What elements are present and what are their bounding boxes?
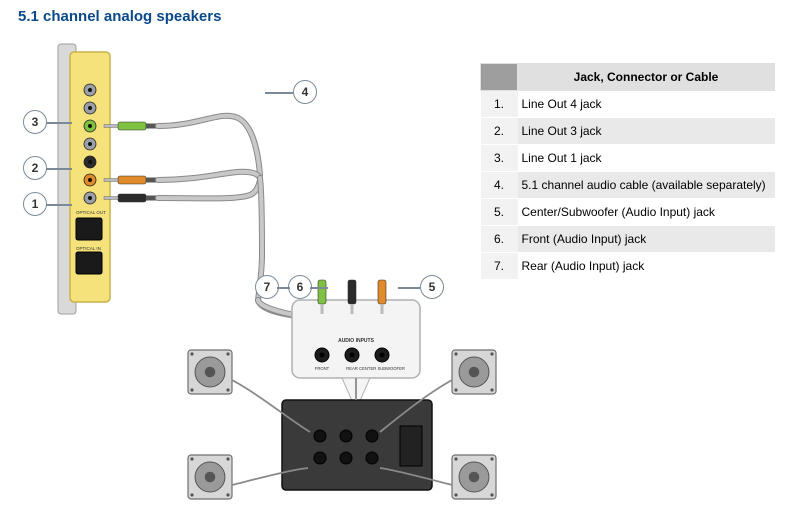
legend-row-text: Line Out 3 jack [518,118,775,145]
legend-row-num: 1. [481,91,518,118]
callout-line [398,287,420,289]
callout-line [46,122,72,124]
callout-line [46,168,72,170]
callout-7: 7 [255,275,279,299]
svg-text:AUDIO INPUTS: AUDIO INPUTS [338,338,375,344]
legend-row: 4.5.1 channel audio cable (available sep… [481,172,775,199]
legend-row: 5.Center/Subwoofer (Audio Input) jack [481,199,775,226]
callout-6: 6 [288,275,312,299]
legend-body: 1.Line Out 4 jack2.Line Out 3 jack3.Line… [481,91,775,280]
callout-4: 4 [293,80,317,104]
legend-row-num: 7. [481,253,518,280]
legend-row-text: Line Out 1 jack [518,145,775,172]
svg-text:CENTER SUBWOOFER: CENTER SUBWOOFER [359,366,405,371]
legend-header-num [481,64,518,91]
callout-5: 5 [420,275,444,299]
callout-1: 1 [23,192,47,216]
svg-text:REAR: REAR [346,366,358,371]
legend-row-text: Rear (Audio Input) jack [518,253,775,280]
legend-row-text: Front (Audio Input) jack [518,226,775,253]
legend-header-label: Jack, Connector or Cable [518,64,775,91]
legend-row-text: 5.1 channel audio cable (available separ… [518,172,775,199]
page: 5.1 channel analog speakers OPTICAL OUTO… [0,0,792,532]
callout-line [46,204,72,206]
callout-2: 2 [23,156,47,180]
legend-row-num: 3. [481,145,518,172]
legend-table: Jack, Connector or Cable 1.Line Out 4 ja… [480,63,775,279]
legend-row-num: 6. [481,226,518,253]
legend-row-num: 4. [481,172,518,199]
legend-row: 3.Line Out 1 jack [481,145,775,172]
svg-text:FRONT: FRONT [315,366,330,371]
svg-text:OPTICAL OUT: OPTICAL OUT [76,210,106,215]
legend-row: 1.Line Out 4 jack [481,91,775,118]
svg-text:OPTICAL IN: OPTICAL IN [76,246,101,251]
legend-row: 2.Line Out 3 jack [481,118,775,145]
legend-row-num: 5. [481,199,518,226]
callout-line [310,287,328,289]
legend-row: 7.Rear (Audio Input) jack [481,253,775,280]
legend-row-text: Line Out 4 jack [518,91,775,118]
callout-3: 3 [23,110,47,134]
callout-line [277,287,290,289]
callout-line [265,92,293,94]
legend-row: 6.Front (Audio Input) jack [481,226,775,253]
legend-row-num: 2. [481,118,518,145]
legend-row-text: Center/Subwoofer (Audio Input) jack [518,199,775,226]
